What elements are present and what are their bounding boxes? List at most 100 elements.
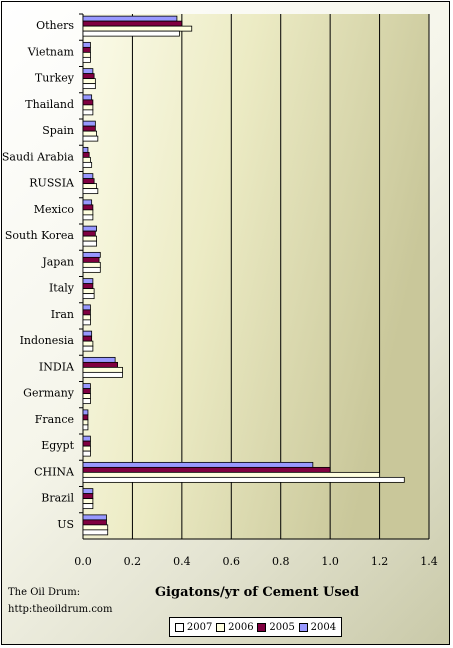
bar (82, 25, 193, 32)
bar (82, 476, 405, 483)
category-label: Thailand (25, 98, 74, 111)
bar (82, 424, 89, 431)
bar (82, 361, 118, 368)
bar (82, 345, 94, 352)
legend-label: 2004 (310, 621, 337, 633)
bar (82, 383, 91, 390)
category-label: US (57, 518, 74, 531)
x-tick-label: 0.6 (223, 555, 241, 568)
category-label: Turkey (35, 72, 75, 85)
bar (82, 356, 116, 363)
plot-area (83, 14, 429, 539)
bar (82, 214, 94, 221)
bar (82, 435, 91, 442)
x-tick-label: 1.4 (420, 555, 438, 568)
bar (82, 388, 91, 395)
bar (82, 20, 183, 27)
x-tick-label: 1.2 (371, 555, 389, 568)
bar (82, 519, 107, 526)
x-tick-label: 0.2 (124, 555, 142, 568)
bar (82, 188, 99, 195)
bar (82, 461, 314, 468)
bar (82, 288, 95, 295)
bar (82, 514, 107, 521)
bar (82, 414, 89, 421)
bar (82, 283, 94, 290)
category-label: Egypt (41, 439, 74, 452)
bar (82, 173, 94, 180)
bar (82, 503, 94, 510)
x-tick-label: 0.4 (173, 555, 191, 568)
bar (82, 251, 101, 258)
bar (82, 51, 91, 58)
bar (82, 46, 91, 53)
bar (82, 209, 94, 216)
bar (82, 94, 93, 101)
category-label: INDIA (39, 360, 75, 373)
category-label: Vietnam (27, 45, 75, 58)
bar (82, 393, 91, 400)
legend-item: 2007 (174, 621, 213, 633)
legend-label: 2007 (186, 621, 213, 633)
legend-swatch (216, 622, 226, 632)
legend-swatch (257, 622, 267, 632)
category-label: Spain (42, 124, 74, 137)
bar (82, 409, 89, 416)
bar (82, 488, 94, 495)
x-axis-title: Gigatons/yr of Cement Used (155, 585, 359, 600)
bar (82, 68, 94, 75)
bar (82, 419, 89, 426)
bar (82, 146, 89, 153)
credits: The Oil Drum: http:theoildrum.com (8, 584, 112, 618)
bar (82, 156, 91, 163)
bar (82, 445, 91, 452)
bar (82, 120, 96, 127)
category-label: France (35, 413, 74, 426)
bar (82, 319, 91, 326)
bar (82, 83, 96, 90)
bar (82, 335, 93, 342)
legend-swatch (298, 622, 308, 632)
bar (82, 278, 94, 285)
legend-item: 2005 (257, 621, 295, 633)
bar (82, 56, 91, 63)
category-label: Iran (51, 308, 74, 321)
bar (82, 450, 91, 457)
bar (82, 498, 94, 505)
x-tick-label: 1.0 (321, 555, 339, 568)
bar (82, 204, 94, 211)
legend-item: 2004 (298, 621, 337, 633)
bar (82, 309, 91, 316)
bar (82, 99, 94, 106)
x-tick-label: 0.8 (272, 555, 290, 568)
bar (82, 330, 93, 337)
bar (82, 73, 95, 80)
bar (82, 256, 100, 263)
bar (82, 15, 178, 22)
legend-label: 2005 (269, 621, 295, 633)
credit-url: http:theoildrum.com (8, 604, 113, 615)
category-label: Brazil (41, 492, 74, 505)
x-tick-label: 0.0 (74, 555, 92, 568)
bar (82, 240, 97, 247)
bar (82, 314, 91, 321)
bar (82, 104, 94, 111)
bar (82, 178, 95, 185)
legend-swatch (174, 622, 184, 632)
bar (82, 293, 95, 300)
bar (82, 524, 109, 531)
bar (82, 398, 91, 405)
bar (82, 225, 97, 232)
bar (82, 230, 96, 237)
category-label: Japan (41, 255, 74, 268)
bar (82, 529, 109, 536)
bar (82, 371, 123, 378)
bar (82, 466, 331, 473)
category-label: Italy (49, 282, 75, 295)
category-label: Mexico (34, 203, 75, 216)
chart-legend: 2007 2006 2005 2004 (169, 617, 342, 637)
bar (82, 199, 93, 206)
bar (82, 304, 91, 311)
bar (82, 130, 97, 137)
